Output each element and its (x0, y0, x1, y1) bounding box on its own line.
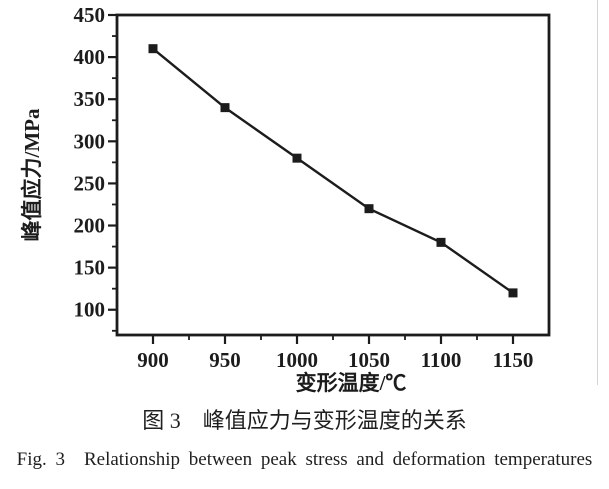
chart-background (0, 0, 609, 400)
x-tick-label: 900 (137, 348, 169, 372)
y-tick-label: 450 (74, 3, 106, 27)
y-tick-label: 400 (74, 45, 106, 69)
x-tick-label: 1000 (276, 348, 318, 372)
series-line (152, 47, 514, 294)
y-axis-title: 峰值应力/MPa (20, 108, 44, 241)
x-tick-label: 950 (209, 348, 241, 372)
y-tick-label: 150 (74, 256, 106, 280)
y-tick-label: 250 (74, 171, 106, 195)
figure-caption-english: Fig. 3 Relationship between peak stress … (16, 449, 593, 470)
x-axis: 900 950 1000 1050 1100 1150 变形温度/℃ (137, 335, 533, 395)
x-axis-title: 变形温度/℃ (296, 371, 407, 395)
data-point-marker (220, 103, 230, 113)
data-point-marker (364, 204, 374, 214)
figure-caption-chinese: 图 3 峰值应力与变形温度的关系 (142, 408, 467, 433)
y-tick-label: 350 (74, 87, 106, 111)
data-point-marker (436, 237, 446, 247)
line-chart: 900 950 1000 1050 1100 1150 变形温度/℃ 100 150 200 250… (0, 0, 609, 400)
data-point-marker (508, 288, 518, 298)
scan-artifact-line (597, 0, 598, 385)
data-point-marker (148, 44, 158, 54)
y-axis: 100 150 200 250 300 350 400 450 峰值应力/MPa (20, 3, 117, 332)
y-tick-label: 200 (74, 214, 106, 238)
y-tick-label: 100 (74, 298, 106, 322)
data-point-marker (292, 153, 302, 163)
y-tick-label: 300 (74, 129, 106, 153)
x-tick-label: 1100 (421, 348, 462, 372)
x-tick-label: 1050 (348, 348, 390, 372)
x-tick-label: 1150 (493, 348, 534, 372)
data-series-peak-stress (148, 44, 518, 298)
